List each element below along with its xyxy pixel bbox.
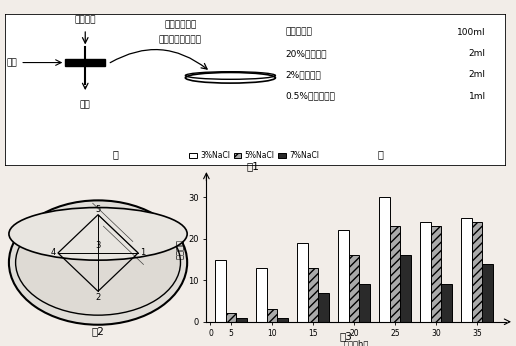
Text: 2ml: 2ml	[469, 49, 486, 58]
Text: 1: 1	[140, 248, 145, 257]
Text: 图2: 图2	[92, 326, 104, 336]
Text: 滤液: 滤液	[80, 101, 91, 110]
Bar	[420, 222, 431, 322]
Bar	[65, 59, 105, 66]
Bar	[379, 197, 390, 322]
Text: 5: 5	[95, 206, 101, 215]
Text: 20%乳糖溶液: 20%乳糖溶液	[285, 49, 327, 58]
Text: 图3: 图3	[340, 331, 352, 341]
Text: 0.5%美蓝水溶液: 0.5%美蓝水溶液	[285, 92, 335, 101]
Text: 基础培养基: 基础培养基	[285, 28, 312, 37]
Bar	[390, 226, 400, 322]
Text: 乙: 乙	[378, 149, 383, 159]
Text: 图1: 图1	[247, 161, 259, 171]
Bar	[400, 255, 411, 322]
Bar	[215, 260, 225, 322]
Bar	[461, 218, 472, 322]
Text: 伊红美蓝培养基上: 伊红美蓝培养基上	[159, 35, 202, 44]
Text: 滤膜: 滤膜	[7, 58, 18, 67]
Bar	[472, 222, 482, 322]
Text: 1ml: 1ml	[469, 92, 486, 101]
Bar	[308, 268, 318, 322]
Bar	[225, 313, 236, 322]
Y-axis label: 相对数量: 相对数量	[176, 239, 185, 259]
Text: 4: 4	[51, 248, 56, 257]
Text: 2: 2	[95, 293, 101, 302]
Text: 2ml: 2ml	[469, 70, 486, 79]
Text: 2%伊红溶液: 2%伊红溶液	[285, 70, 321, 79]
Text: 甲: 甲	[112, 149, 118, 159]
Bar	[256, 268, 267, 322]
Bar	[349, 255, 359, 322]
Ellipse shape	[9, 208, 187, 260]
Ellipse shape	[15, 210, 181, 315]
Bar	[297, 243, 308, 322]
Legend: 3%NaCl, 5%NaCl, 7%NaCl: 3%NaCl, 5%NaCl, 7%NaCl	[186, 148, 322, 163]
Text: 3: 3	[95, 241, 101, 250]
Bar	[482, 264, 493, 322]
Text: 待测样液: 待测样液	[74, 16, 96, 25]
X-axis label: 时间（h）: 时间（h）	[343, 340, 369, 346]
Bar	[267, 309, 277, 322]
Bar	[431, 226, 441, 322]
Bar	[236, 318, 247, 322]
Bar	[277, 318, 288, 322]
Text: 100ml: 100ml	[457, 28, 486, 37]
Text: 奖滤膜转移至: 奖滤膜转移至	[164, 20, 197, 29]
Bar	[441, 284, 452, 322]
Ellipse shape	[9, 200, 187, 325]
Bar	[338, 230, 349, 322]
Bar	[359, 284, 370, 322]
Bar	[318, 293, 329, 322]
